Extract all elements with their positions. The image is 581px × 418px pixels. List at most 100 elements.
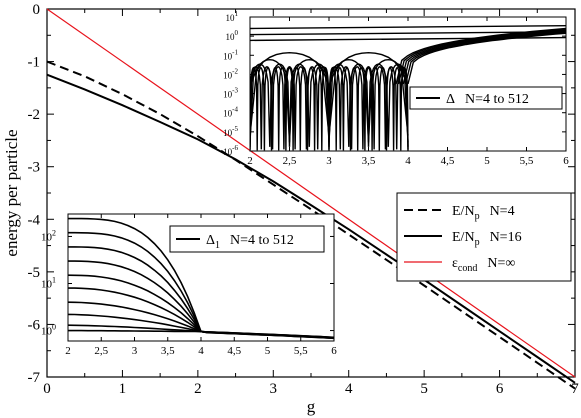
x-tick-label: 4 [345, 381, 353, 397]
inset-y-tick-base: 10 [41, 326, 53, 338]
y-tick-label: -1 [28, 55, 41, 71]
top-inset-flat-curve [250, 36, 566, 42]
inset-y-tick-exp: -1 [232, 48, 238, 56]
inset-y-tick-exp: 0 [52, 323, 56, 332]
top-inset: 2 2,5 3 3,5 4 4,5 5 5,5 610110010-110-210-310-41… [223, 10, 569, 167]
inset-x-tick-label: 3 [132, 345, 138, 357]
top-inset-oscillating-curve [250, 66, 409, 151]
inset-x-tick-label: 5,5 [520, 155, 534, 167]
x-tick-label: 3 [270, 381, 278, 397]
inset-x-tick-label: 3,5 [161, 345, 175, 357]
inset-x-tick-label: 2 [247, 155, 253, 167]
series-line-2 [46, 8, 576, 378]
inset-y-tick-base: 10 [223, 128, 233, 138]
legend-label-1: E/Np N=16 [452, 230, 522, 248]
inset-y-tick-exp: 2 [52, 228, 56, 237]
y-tick-label: 0 [33, 2, 41, 18]
inset-y-tick-label: 10-6 [223, 144, 238, 157]
inset-y-tick-base: 10 [41, 279, 53, 291]
inset-y-tick-label: 10-5 [223, 125, 238, 138]
x-tick-label: 2 [194, 381, 202, 397]
inset-x-tick-label: 4 [405, 155, 411, 167]
legend-label-suffix: N=16 [490, 230, 522, 245]
y-tick-label: -4 [28, 212, 41, 228]
inset-y-tick-base: 10 [226, 13, 236, 23]
main-series [46, 8, 576, 390]
legend-label-suffix: N=4 [490, 204, 515, 219]
inset-y-tick-label: 10-1 [223, 48, 238, 61]
y-tick-label: -5 [28, 265, 41, 281]
x-tick-label: 5 [420, 381, 428, 397]
main-ticks: 0 1 2 3 4 5 6 7 0 -1 -2 -3 -4 -5 -6 -7 [28, 2, 580, 397]
inset-y-tick-exp: 1 [235, 10, 239, 18]
inset-x-tick-label: 2,5 [94, 345, 108, 357]
legend-label-sub: p [475, 211, 480, 222]
legend-label-suffix: N=∞ [487, 256, 515, 271]
inset-y-tick-label: 101 [226, 10, 239, 23]
inset-x-tick-label: 5,5 [294, 345, 308, 357]
inset-y-tick-base: 10 [223, 147, 233, 157]
top-inset-flat-curve [250, 25, 566, 30]
top-inset-legend-text: N=4 to 512 [465, 92, 529, 107]
inset-x-tick-label: 6 [563, 155, 569, 167]
bottom-inset-legend-text: N=4 to 512 [230, 233, 294, 248]
inset-y-tick-exp: -5 [232, 125, 238, 133]
legend-label-sub: cond [458, 263, 477, 274]
top-inset-legend-symbol: Δ [446, 92, 455, 107]
x-tick-label: 7 [571, 381, 579, 397]
inset-y-tick-base: 10 [41, 231, 53, 243]
top-inset-legend-label: Δ N=4 to 512 [446, 92, 529, 107]
inset-y-tick-label: 10-2 [223, 67, 238, 80]
top-inset-rising-curve [402, 30, 566, 85]
x-tick-label: 6 [496, 381, 504, 397]
legend-label-main: E/N [452, 230, 475, 245]
inset-x-tick-label: 4,5 [227, 345, 241, 357]
legend-label-2: εcond N=∞ [452, 256, 515, 274]
inset-x-tick-label: 6 [331, 345, 337, 357]
inset-y-tick-exp: -6 [232, 144, 238, 152]
legend-label-main: ε [452, 256, 458, 271]
y-axis-label: energy per particle [2, 129, 21, 256]
y-tick-label: -7 [28, 370, 41, 386]
y-tick-label: -3 [28, 160, 41, 176]
inset-y-tick-exp: -3 [232, 87, 238, 95]
top-inset-flat-curve [250, 31, 566, 36]
top-inset-rising-curve [404, 31, 566, 85]
inset-y-tick-label: 10-3 [223, 87, 238, 100]
x-axis-label: g [307, 397, 316, 416]
bottom-inset-legend-sub: 1 [215, 240, 220, 251]
series-line-1 [46, 73, 576, 384]
legend-label-0: E/Np N=4 [452, 204, 515, 222]
inset-x-tick-label: 2,5 [283, 155, 297, 167]
inset-x-tick-label: 2 [65, 345, 71, 357]
inset-x-tick-label: 3,5 [362, 155, 376, 167]
inset-x-tick-label: 5 [484, 155, 490, 167]
inset-y-tick-exp: 1 [52, 276, 56, 285]
bottom-inset-legend-label: Δ1 N=4 to 512 [206, 233, 294, 251]
inset-y-tick-base: 10 [223, 90, 233, 100]
x-tick-label: 0 [43, 381, 51, 397]
legend-label-sub: p [475, 237, 480, 248]
inset-y-tick-label: 100 [226, 29, 239, 42]
bottom-inset-curve [68, 329, 335, 340]
inset-y-tick-exp: -2 [232, 67, 238, 75]
inset-y-tick-label: 10-4 [223, 106, 238, 119]
top-inset-legend-box [409, 86, 563, 110]
inset-y-tick-base: 10 [223, 109, 233, 119]
inset-y-tick-base: 10 [223, 51, 233, 61]
top-inset-rising-curve [395, 27, 566, 85]
top-inset-rising-curve [407, 32, 566, 85]
inset-x-tick-label: 3 [326, 155, 332, 167]
inset-x-tick-label: 4,5 [441, 155, 455, 167]
inset-x-tick-label: 5 [265, 345, 271, 357]
legend-label-main: E/N [452, 204, 475, 219]
y-tick-label: -6 [28, 317, 41, 333]
inset-y-tick-base: 10 [223, 70, 233, 80]
inset-y-tick-label: 100 [41, 323, 56, 338]
inset-x-tick-label: 4 [198, 345, 204, 357]
x-tick-label: 1 [119, 381, 127, 397]
inset-y-tick-exp: 0 [235, 29, 239, 37]
